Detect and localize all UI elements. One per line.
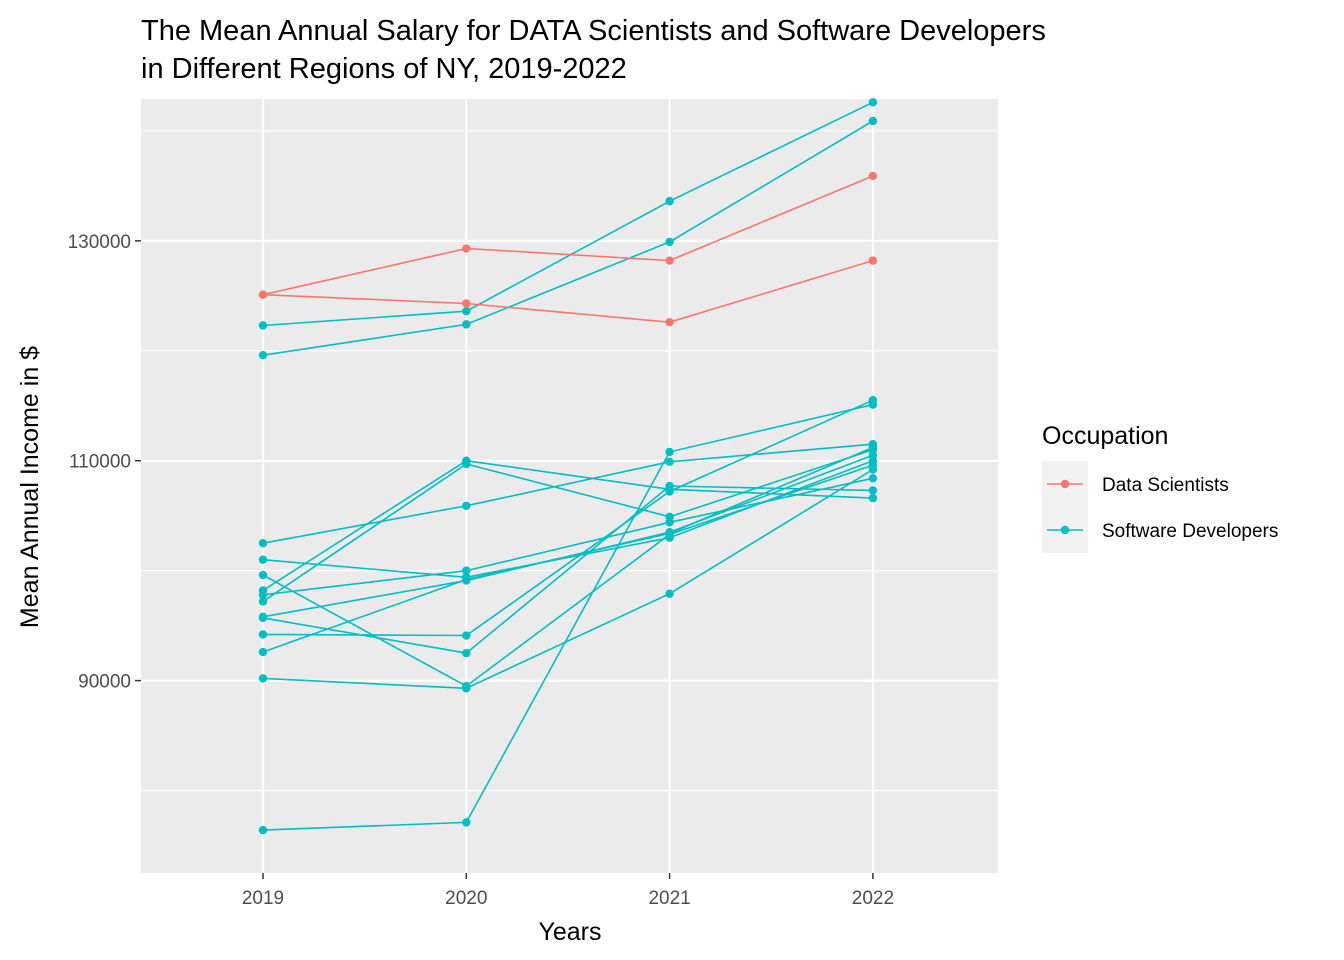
data-point	[462, 459, 471, 469]
data-point	[258, 321, 268, 330]
series-line	[262, 175, 874, 296]
data-point	[462, 320, 471, 329]
data-point	[258, 674, 268, 683]
data-point	[258, 597, 268, 606]
data-point	[462, 818, 471, 827]
chart-title-line-1: The Mean Annual Salary for DATA Scientis…	[141, 15, 1046, 47]
data-point	[665, 256, 674, 265]
data-point	[665, 457, 674, 467]
data-point	[258, 555, 268, 564]
series-line	[262, 468, 874, 690]
data-point	[868, 171, 878, 181]
series-line	[262, 399, 874, 637]
data-point	[868, 474, 878, 483]
legend: Occupation Data Scientists Software Devel…	[1042, 422, 1278, 553]
data-point	[462, 684, 471, 693]
data-point	[665, 197, 674, 206]
data-point	[462, 575, 471, 584]
data-point	[258, 647, 268, 657]
data-point	[258, 825, 268, 835]
data-point	[868, 256, 878, 265]
data-point	[868, 465, 878, 474]
data-point	[258, 538, 268, 548]
data-point	[462, 566, 471, 575]
data-point	[665, 487, 674, 496]
plot-panel	[141, 99, 998, 873]
legend-label: Data Scientists	[1102, 475, 1229, 496]
data-point	[462, 244, 471, 253]
legend-entries: Data Scientists Software Developers	[1042, 461, 1278, 553]
data-point	[868, 486, 878, 495]
series-line	[262, 120, 874, 356]
data-point	[462, 306, 471, 316]
data-point	[462, 648, 471, 658]
legend-title: Occupation	[1042, 422, 1168, 450]
data-point	[868, 98, 878, 107]
data-point	[868, 400, 878, 409]
x-tick-label: 2022	[852, 888, 894, 909]
data-point	[462, 299, 471, 308]
legend-key-point	[1060, 525, 1070, 535]
data-point	[258, 630, 268, 639]
data-point	[665, 589, 674, 598]
data-point	[665, 237, 674, 247]
data-point	[665, 447, 674, 457]
series-line	[262, 403, 874, 831]
chart-title-line-2: in Different Regions of NY, 2019-2022	[141, 53, 627, 85]
x-tick-label: 2021	[648, 888, 690, 909]
data-point	[868, 451, 878, 460]
series-line	[262, 101, 874, 327]
series-line	[262, 477, 874, 596]
data-point	[665, 512, 674, 521]
series-line	[262, 259, 874, 324]
series-points	[258, 98, 878, 835]
data-point	[868, 493, 878, 503]
series-line	[262, 443, 873, 544]
x-tick-label: 2020	[445, 888, 487, 909]
series-line	[262, 448, 874, 603]
x-axis: 2019 2020 2021 2022	[242, 873, 894, 909]
x-axis-title: Years	[538, 918, 601, 946]
y-tick-label: 110000	[69, 452, 131, 473]
y-axis: 90000 110000 130000	[68, 232, 141, 693]
data-point	[258, 350, 268, 360]
data-point	[258, 590, 268, 600]
y-tick-label: 90000	[78, 672, 131, 693]
data-point	[258, 570, 268, 580]
series-line	[262, 446, 874, 653]
data-point	[258, 613, 268, 623]
data-point	[258, 290, 268, 299]
data-point	[868, 443, 878, 452]
legend-key-point	[1060, 479, 1070, 489]
data-point	[462, 631, 471, 640]
data-point	[665, 529, 674, 538]
y-axis-title: Mean Annual Income in $	[16, 346, 44, 628]
legend-label: Software Developers	[1102, 521, 1278, 542]
series-lines	[262, 101, 874, 831]
y-tick-label: 130000	[68, 232, 131, 253]
data-point	[462, 501, 471, 510]
grid-major	[141, 99, 998, 873]
x-tick-label: 2019	[242, 888, 284, 909]
data-point	[868, 116, 878, 126]
data-point	[665, 317, 674, 327]
